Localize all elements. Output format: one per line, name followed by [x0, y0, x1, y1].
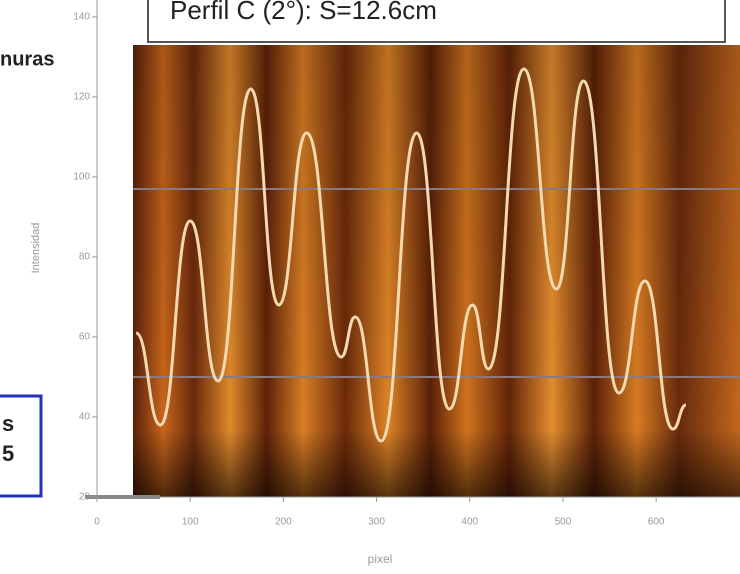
x-tick-label: 0: [94, 517, 100, 528]
y-tick-label: 60: [79, 332, 91, 343]
image-shade: [133, 45, 740, 497]
x-tick-label: 600: [648, 517, 665, 528]
y-axis-label: Intensidad: [30, 223, 42, 274]
left-label: nuras: [0, 48, 54, 70]
y-tick-label: 140: [73, 12, 90, 23]
x-tick-label: 100: [182, 517, 199, 528]
y-tick-label: 20: [79, 492, 91, 503]
box-text: 5: [2, 441, 14, 466]
box-text: s: [2, 411, 14, 436]
y-tick-label: 40: [79, 412, 91, 423]
chart-title: Perfil C (2°): S=12.6cm: [170, 0, 437, 25]
x-tick-label: 400: [461, 517, 478, 528]
x-tick-label: 500: [555, 517, 572, 528]
x-tick-label: 200: [275, 517, 292, 528]
profile-line: [135, 67, 687, 443]
y-tick-label: 80: [79, 252, 91, 263]
x-tick-label: 300: [368, 517, 385, 528]
y-tick-label: 120: [73, 92, 90, 103]
side-box: [0, 394, 43, 498]
y-tick-label: 100: [73, 172, 90, 183]
x-axis-label: pixel: [368, 552, 393, 566]
title-box: [147, 0, 726, 43]
